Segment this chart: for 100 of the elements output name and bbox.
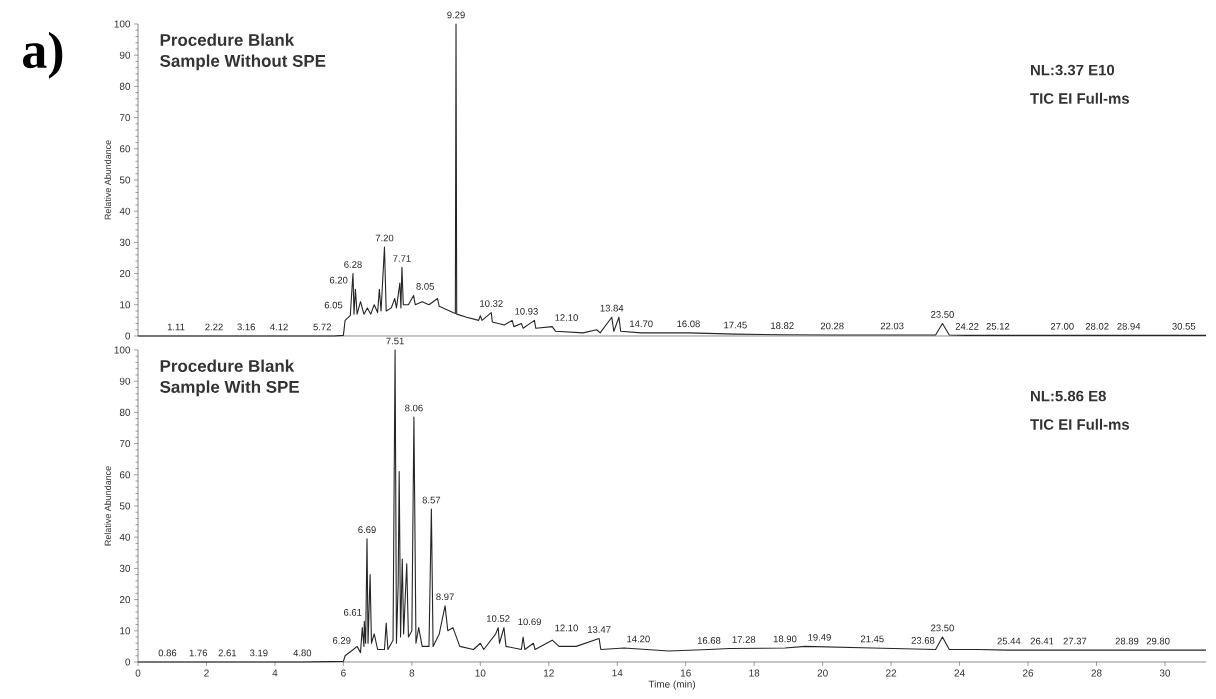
annotation: 18.82 <box>771 322 794 330</box>
text: Sample Without SPE <box>160 54 326 71</box>
y-tick-label: 60 <box>119 145 131 153</box>
annotation: 25.12 <box>986 322 1010 330</box>
annotation: 6.61 <box>343 609 362 616</box>
y-tick-label: 100 <box>114 346 131 354</box>
annotation: 6.29 <box>333 637 351 644</box>
annotation: 3.16 <box>237 323 255 331</box>
x-tick-label: 16 <box>680 669 691 677</box>
annotation: 5.72 <box>313 323 331 331</box>
annotation: 1.76 <box>189 649 208 657</box>
annotation: 27.00 <box>1050 322 1074 330</box>
text: a) <box>23 31 63 79</box>
annotation: 25.44 <box>997 637 1021 645</box>
annotation: 26.41 <box>1030 637 1054 645</box>
annotation: 23.50 <box>931 311 954 318</box>
y-tick-label: 30 <box>119 238 131 246</box>
x-tick-label: 0 <box>135 669 141 677</box>
annotation: 28.02 <box>1085 322 1109 330</box>
y-axis-title: Relative Abundance <box>104 140 112 220</box>
annotation: 20.28 <box>820 322 844 330</box>
annotation: 7.71 <box>393 255 411 262</box>
annotation: 6.69 <box>358 526 376 534</box>
x-tick-label: 6 <box>341 669 346 677</box>
annotation: 18.90 <box>773 635 797 643</box>
x-tick-label: 10 <box>475 669 486 677</box>
x-tick-label: 14 <box>612 669 623 677</box>
annotation: 8.05 <box>416 283 434 290</box>
annotation: 9.29 <box>447 11 465 19</box>
annotation: 6.20 <box>329 276 348 284</box>
y-tick-label: 50 <box>119 176 131 184</box>
annotation: NL:5.86 E8 <box>1031 390 1106 402</box>
annotation: 1.11 <box>167 323 185 331</box>
x-tick-label: 28 <box>1091 669 1102 677</box>
annotation: 22.03 <box>880 322 904 330</box>
annotation: 17.28 <box>732 636 756 643</box>
chart-title: Procedure Blank <box>160 33 295 46</box>
annotation: 6.28 <box>344 261 362 268</box>
y-tick-label: 0 <box>125 332 131 340</box>
annotation: 14.70 <box>630 320 653 328</box>
x-tick-label: 8 <box>409 669 415 677</box>
annotation: 8.97 <box>436 593 454 601</box>
annotation: 17.45 <box>724 321 747 329</box>
x-tick-label: 24 <box>954 669 965 677</box>
y-tick-label: 80 <box>119 82 131 90</box>
annotation: 4.80 <box>293 649 312 657</box>
y-tick-label: 10 <box>120 301 131 309</box>
annotation: 7.51 <box>386 337 404 345</box>
annotation: 8.06 <box>405 404 423 412</box>
annotation: NL:3.37 E10 <box>1031 64 1115 76</box>
y-tick-label: 70 <box>119 114 131 122</box>
annotation: 23.68 <box>911 637 935 644</box>
annotation: 0.86 <box>158 649 177 657</box>
annotation: 14.20 <box>627 635 650 643</box>
annotation: TIC EI Full-ms <box>1030 92 1130 104</box>
x-tick-label: 12 <box>544 669 554 677</box>
y-tick-label: 60 <box>119 471 131 479</box>
y-tick-label: 10 <box>120 627 131 635</box>
annotation: 10.52 <box>487 615 510 622</box>
annotation: 28.89 <box>1115 637 1139 645</box>
annotation: 13.47 <box>587 626 611 633</box>
annotation: 28.94 <box>1117 322 1141 330</box>
x-tick-label: 2 <box>204 669 209 677</box>
y-axis-title: Relative Abundance <box>104 466 112 546</box>
annotation: 7.20 <box>375 234 394 242</box>
annotation: 10.69 <box>518 618 541 626</box>
y-tick-label: 50 <box>119 502 131 510</box>
annotation: 10.93 <box>515 307 538 315</box>
annotation: 16.68 <box>697 637 721 644</box>
y-tick-label: 80 <box>119 408 131 416</box>
annotation: 13.84 <box>600 304 624 312</box>
y-tick-label: 70 <box>119 440 131 448</box>
annotation: 4.12 <box>270 323 288 331</box>
x-tick-label: 30 <box>1159 669 1171 677</box>
annotation: TIC EI Full-ms <box>1030 418 1130 430</box>
x-tick-label: 26 <box>1022 669 1034 677</box>
y-tick-label: 40 <box>119 533 131 541</box>
y-tick-label: 20 <box>119 270 131 278</box>
annotation: 24.22 <box>955 323 979 330</box>
x-tick-label: 20 <box>817 669 828 677</box>
annotation: 2.22 <box>205 323 223 331</box>
x-tick-label: 18 <box>749 669 760 677</box>
annotation: 3.19 <box>249 649 268 657</box>
annotation: 8.57 <box>422 496 441 504</box>
y-tick-label: 20 <box>119 596 131 604</box>
y-tick-label: 0 <box>125 658 131 666</box>
annotation: 2.61 <box>218 649 237 657</box>
y-tick-label: 40 <box>119 207 131 215</box>
y-tick-label: 90 <box>119 377 131 385</box>
annotation: 27.37 <box>1063 637 1087 645</box>
annotation: 21.45 <box>860 635 884 643</box>
annotation: 16.08 <box>677 320 700 328</box>
annotation: 30.55 <box>1172 322 1196 330</box>
text: Sample With SPE <box>160 380 299 397</box>
annotation: 6.05 <box>324 301 343 309</box>
y-tick-label: 100 <box>114 20 131 28</box>
annotation: 29.80 <box>1146 637 1170 645</box>
annotation: 12.10 <box>555 624 578 632</box>
annotation: 12.10 <box>555 314 578 321</box>
x-tick-label: 4 <box>272 669 278 677</box>
